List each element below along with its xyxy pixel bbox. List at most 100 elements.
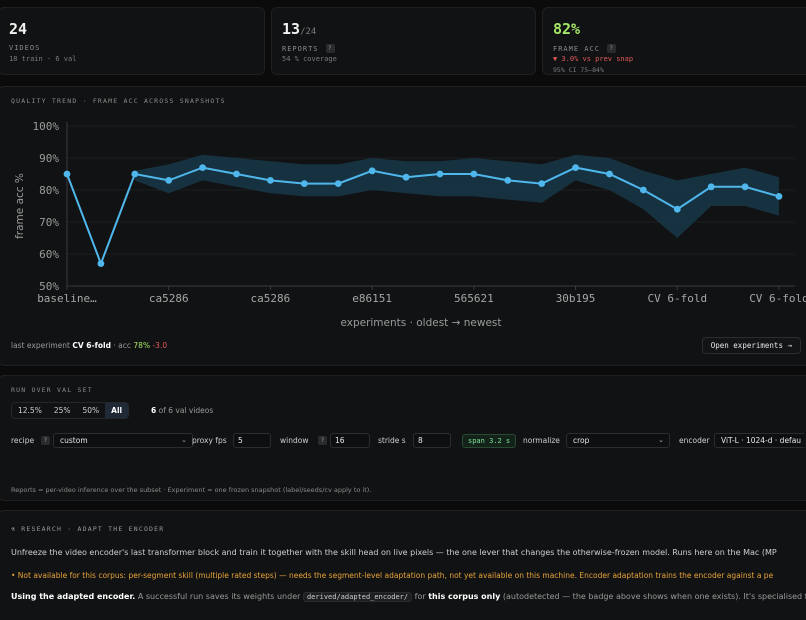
open-experiments-button[interactable]: Open experiments → xyxy=(701,337,801,354)
data-point xyxy=(673,205,681,213)
stat-ci: 95% CI 75–84% xyxy=(553,66,604,74)
window-label: window xyxy=(280,436,309,445)
data-point xyxy=(436,170,444,178)
stat-sub: 54 % coverage xyxy=(282,55,337,63)
data-point xyxy=(131,170,139,178)
x-tick-label: 565621 xyxy=(454,292,494,305)
research-description: Unfreeze the video encoder's last transf… xyxy=(11,548,777,557)
val-count-number: 6 xyxy=(151,406,157,415)
data-point xyxy=(233,170,240,178)
x-tick-label: baseline… xyxy=(37,292,97,305)
stat-sub: 18 train · 6 val xyxy=(9,55,77,63)
stat-card-frame-acc: 82% FRAME ACC ? ▼ 3.0% vs prev snap 95% … xyxy=(542,7,806,75)
data-point xyxy=(368,167,376,175)
section-title: ⚗ RESEARCH · ADAPT THE ENCODER xyxy=(11,525,165,533)
val-count-suffix: of 6 val videos xyxy=(158,406,214,415)
last-experiment-name: CV 6-fold xyxy=(72,341,111,350)
y-tick-label: 70% xyxy=(39,216,59,229)
adapted-encoder-note: Using the adapted encoder. A successful … xyxy=(11,592,806,602)
subset-option-all[interactable]: All xyxy=(105,403,129,418)
stat-card-reports: 13/24 REPORTS ? 54 % coverage xyxy=(271,7,536,75)
data-point xyxy=(606,170,613,178)
stat-denominator: /24 xyxy=(300,27,317,37)
stat-label: FRAME ACC ? xyxy=(553,44,617,53)
run-panel: RUN OVER VAL SET 12.5% 25% 50% All 6 of … xyxy=(0,375,806,501)
recipe-label: recipe xyxy=(11,436,35,445)
stride-input[interactable]: 8 xyxy=(413,433,451,448)
acc-value: 78% xyxy=(133,341,151,350)
data-point xyxy=(165,177,173,184)
x-axis-label: experiments · oldest → newest xyxy=(340,317,501,329)
x-tick-label: CV 6-fold xyxy=(749,292,806,305)
subset-option-50[interactable]: 50% xyxy=(82,406,100,415)
chevron-down-icon: ⌄ xyxy=(181,436,187,444)
corpus-only-text: this corpus only xyxy=(428,592,501,601)
data-point xyxy=(572,164,579,171)
data-point xyxy=(199,164,207,171)
data-point xyxy=(470,170,478,178)
stat-value: 24 xyxy=(9,20,28,38)
span-badge: span 3.2 s xyxy=(462,434,517,448)
stat-label: VIDEOS xyxy=(9,44,41,52)
help-icon[interactable]: ? xyxy=(325,44,335,53)
data-point xyxy=(538,180,546,187)
stat-delta: ▼ 3.0% vs prev snap xyxy=(553,55,634,63)
help-icon[interactable]: ? xyxy=(41,436,50,445)
encoder-label: encoder xyxy=(679,436,710,445)
data-point xyxy=(300,180,308,187)
window-input[interactable]: 16 xyxy=(330,433,370,448)
help-icon[interactable]: ? xyxy=(607,44,617,53)
quality-trend-panel: QUALITY TREND · FRAME ACC ACROSS SNAPSHO… xyxy=(0,86,806,366)
adapted-encoder-path: derived/adapted_encoder/ xyxy=(302,592,413,602)
x-tick-label: e86151 xyxy=(352,292,392,305)
adapted-encoder-heading: Using the adapted encoder. xyxy=(11,592,136,601)
x-tick-label: ca5286 xyxy=(251,292,291,305)
last-experiment-line: last experiment CV 6-fold · acc 78% -3.0 xyxy=(11,341,167,350)
research-warning: • Not available for this corpus: per-seg… xyxy=(11,571,774,580)
normalize-select[interactable]: crop ⌄ xyxy=(566,433,670,448)
y-tick-label: 90% xyxy=(39,152,59,165)
data-point xyxy=(97,260,105,267)
proxy-fps-input[interactable]: 5 xyxy=(233,433,271,448)
data-point xyxy=(267,177,274,184)
recipe-select[interactable]: custom ⌄ xyxy=(53,433,193,448)
data-point xyxy=(63,170,71,178)
stat-value: 13/24 xyxy=(282,20,317,38)
research-panel: ⚗ RESEARCH · ADAPT THE ENCODER Unfreeze … xyxy=(0,510,806,620)
data-point xyxy=(334,180,342,187)
data-point xyxy=(741,183,749,191)
proxy-fps-label: proxy fps xyxy=(192,436,227,445)
section-title: RUN OVER VAL SET xyxy=(11,386,93,394)
stat-card-videos: 24 VIDEOS 18 train · 6 val xyxy=(0,7,265,75)
quality-trend-chart: 50% 60% 70% 80% 90% 100% baseline… ca5286 ca5286… xyxy=(14,120,806,329)
x-tick-label: 30b195 xyxy=(556,292,596,305)
y-tick-label: 50% xyxy=(39,280,59,293)
section-title: QUALITY TREND · FRAME ACC ACROSS SNAPSHO… xyxy=(11,97,226,105)
subset-option-25[interactable]: 25% xyxy=(53,406,71,415)
controls-row: recipe ? custom ⌄ proxy fps 5 window ? 16… xyxy=(11,433,806,449)
last-experiment-label: last experiment xyxy=(11,341,70,350)
x-tick-label: ca5286 xyxy=(149,292,189,305)
val-count: 6 of 6 val videos xyxy=(151,402,213,419)
data-point xyxy=(707,183,715,191)
y-tick-label: 100% xyxy=(33,120,60,133)
stat-value: 82% xyxy=(553,20,581,38)
stat-label: REPORTS ? xyxy=(282,44,335,53)
subset-selector: 12.5% 25% 50% All xyxy=(11,402,130,419)
stride-label: stride s xyxy=(378,436,406,445)
chevron-down-icon: ⌄ xyxy=(658,436,664,444)
y-axis-label: frame acc % xyxy=(14,173,26,239)
data-point xyxy=(639,186,647,194)
y-tick-label: 80% xyxy=(39,184,59,197)
normalize-label: normalize xyxy=(523,436,560,445)
subset-option-12-5[interactable]: 12.5% xyxy=(18,406,42,415)
data-point xyxy=(504,177,512,184)
acc-delta: -3.0 xyxy=(152,341,168,350)
confidence-band xyxy=(134,154,780,238)
help-icon[interactable]: ? xyxy=(318,436,327,445)
encoder-select[interactable]: ViT-L · 1024-d · defau xyxy=(714,433,804,448)
data-point xyxy=(775,193,783,200)
run-footnote: Reports = per-video inference over the s… xyxy=(11,486,372,494)
acc-label: · acc xyxy=(113,341,132,350)
y-tick-label: 60% xyxy=(39,248,59,261)
